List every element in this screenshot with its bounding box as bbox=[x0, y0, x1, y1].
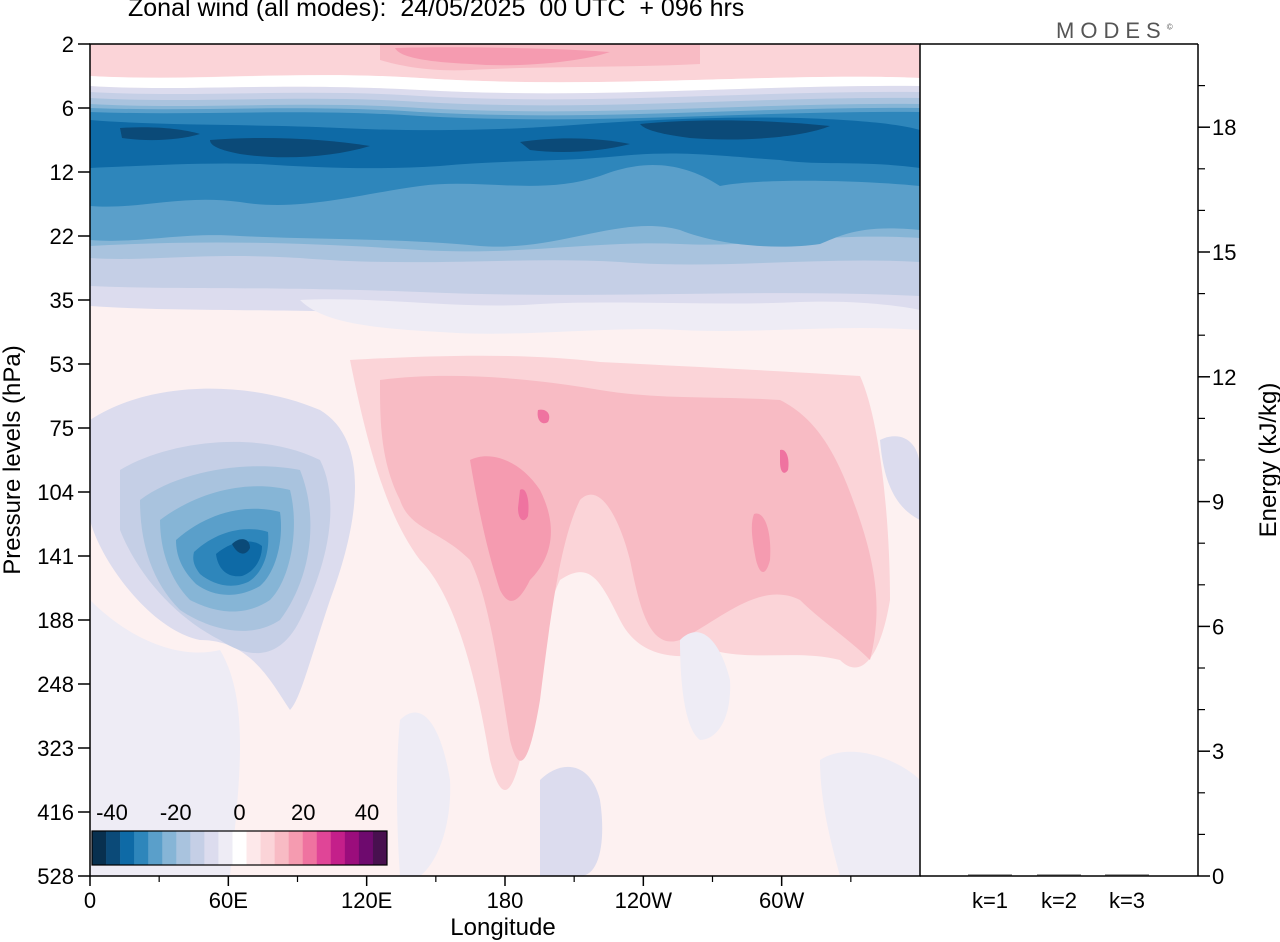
colorbar-swatch bbox=[344, 831, 360, 865]
energy-category-label: k=1 bbox=[972, 888, 1008, 913]
energy-tick-label: 15 bbox=[1212, 240, 1236, 265]
y-axis-label: Pressure levels (hPa) bbox=[0, 345, 26, 574]
colorbar-tick-label: 20 bbox=[291, 800, 315, 825]
energy-category-label: k=2 bbox=[1041, 888, 1077, 913]
colorbar-swatch bbox=[120, 831, 135, 865]
pressure-tick-label: 35 bbox=[50, 288, 74, 313]
colorbar-tick-label: -20 bbox=[160, 800, 192, 825]
energy-tick-label: 3 bbox=[1212, 739, 1224, 764]
longitude-tick-label: 60E bbox=[209, 888, 248, 913]
chart-title: Zonal wind (all modes): 24/05/2025 00 UT… bbox=[128, 0, 745, 22]
longitude-tick-label: 120E bbox=[341, 888, 392, 913]
colorbar-swatch bbox=[260, 831, 275, 865]
longitude-tick-label: 0 bbox=[84, 888, 96, 913]
pressure-tick-label: 416 bbox=[37, 800, 74, 825]
energy-category-label: k=3 bbox=[1109, 888, 1145, 913]
pressure-tick-label: 75 bbox=[50, 416, 74, 441]
colorbar-tick-label: 40 bbox=[355, 800, 379, 825]
colorbar-swatch bbox=[302, 831, 318, 865]
pressure-tick-label: 6 bbox=[62, 96, 74, 121]
colorbar-swatch bbox=[274, 831, 289, 865]
colorbar-frame bbox=[91, 830, 388, 866]
colorbar-swatch bbox=[246, 831, 261, 865]
energy-bar bbox=[1037, 874, 1081, 877]
pressure-tick-label: 528 bbox=[37, 864, 74, 889]
colorbar-swatch bbox=[190, 831, 205, 865]
colorbar bbox=[91, 830, 388, 866]
pressure-axis: 2 6 12 22 35 53 75 104 141 188 248 323 416 528 bbox=[37, 32, 90, 889]
colorbar-swatch bbox=[372, 831, 388, 865]
energy-bar bbox=[1105, 874, 1149, 877]
energy-tick-label: 9 bbox=[1212, 490, 1224, 515]
colorbar-tick-label: 0 bbox=[233, 800, 245, 825]
colorbar-swatch bbox=[176, 831, 191, 865]
modes-logo: MODES© bbox=[1056, 18, 1173, 43]
colorbar-tick-label: -40 bbox=[96, 800, 128, 825]
colorbar-swatch bbox=[316, 831, 332, 865]
longitude-tick-label: 180 bbox=[487, 888, 524, 913]
energy-tick-label: 0 bbox=[1212, 864, 1224, 889]
energy-axis: 0 3 6 9 12 15 18 bbox=[1198, 84, 1236, 889]
longitude-axis: 0 60E 120E 180 120W 60W bbox=[84, 876, 852, 913]
colorbar-swatch bbox=[148, 831, 163, 865]
pressure-tick-label: 2 bbox=[62, 32, 74, 57]
colorbar-swatch bbox=[288, 831, 304, 865]
colorbar-swatch bbox=[106, 831, 121, 865]
colorbar-swatch bbox=[162, 831, 177, 865]
pressure-tick-label: 188 bbox=[37, 608, 74, 633]
heatmap-field bbox=[90, 44, 920, 876]
energy-tick-label: 18 bbox=[1212, 115, 1236, 140]
pressure-tick-label: 323 bbox=[37, 736, 74, 761]
energy-bars: k=1 k=2 k=3 bbox=[968, 874, 1149, 913]
colorbar-tick-labels: -40 -20 0 20 40 bbox=[96, 800, 379, 825]
pressure-tick-label: 141 bbox=[37, 544, 74, 569]
colorbar-swatch bbox=[134, 831, 149, 865]
pressure-tick-label: 53 bbox=[50, 352, 74, 377]
energy-tick-label: 12 bbox=[1212, 365, 1236, 390]
logo-text: MODES bbox=[1056, 18, 1167, 43]
colorbar-swatch bbox=[330, 831, 346, 865]
pressure-tick-label: 104 bbox=[37, 480, 74, 505]
pressure-tick-label: 12 bbox=[50, 160, 74, 185]
longitude-tick-label: 120W bbox=[615, 888, 673, 913]
colorbar-swatch bbox=[232, 831, 247, 865]
energy-axis-label: Energy (kJ/kg) bbox=[1255, 383, 1280, 538]
energy-bar bbox=[968, 874, 1012, 877]
colorbar-swatch bbox=[92, 831, 107, 865]
longitude-tick-label: 60W bbox=[759, 888, 804, 913]
colorbar-swatch bbox=[204, 831, 219, 865]
colorbar-swatch bbox=[358, 831, 374, 865]
pressure-tick-label: 248 bbox=[37, 672, 74, 697]
energy-tick-label: 6 bbox=[1212, 614, 1224, 639]
x-axis-label: Longitude bbox=[450, 914, 555, 941]
colorbar-swatch bbox=[218, 831, 233, 865]
pressure-tick-label: 22 bbox=[50, 224, 74, 249]
